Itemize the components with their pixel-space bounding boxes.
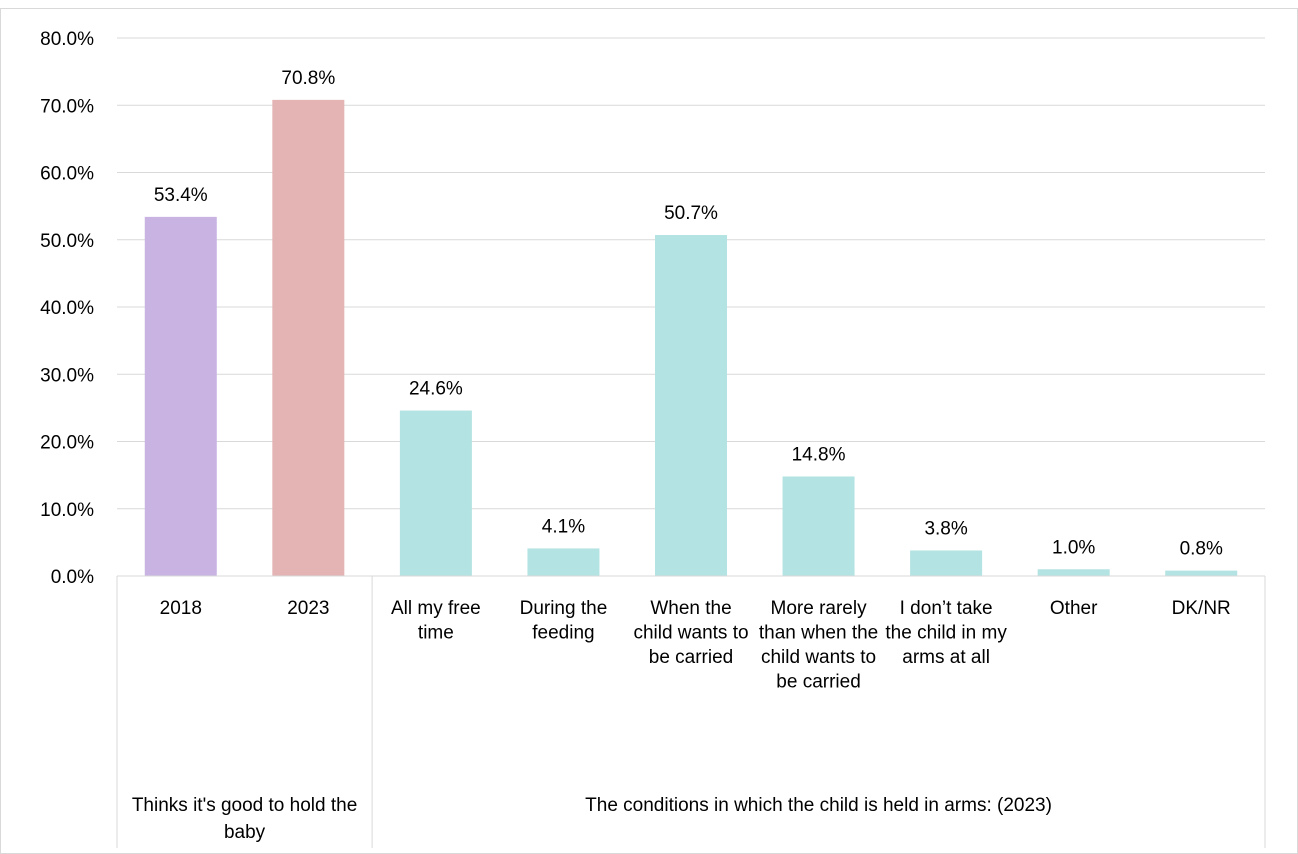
data-label: 1.0% — [1052, 537, 1095, 558]
y-tick-label: 60.0% — [40, 164, 94, 185]
category-label: All my free time — [391, 598, 481, 644]
category-label: 2023 — [287, 598, 329, 619]
y-tick-label: 0.0% — [51, 567, 94, 588]
bar — [782, 476, 855, 576]
data-label: 0.8% — [1180, 539, 1223, 560]
y-tick-label: 40.0% — [40, 298, 94, 319]
data-label: 70.8% — [281, 68, 335, 89]
bar — [1165, 570, 1238, 576]
data-label: 4.1% — [542, 516, 585, 537]
bar — [655, 235, 727, 577]
data-label: 53.4% — [154, 185, 208, 206]
bars — [144, 99, 1238, 577]
bar — [144, 216, 217, 576]
y-tick-label: 30.0% — [40, 365, 94, 386]
bar — [1037, 569, 1110, 576]
category-labels: 2018 2023 All my free time During the feeding… — [160, 598, 1231, 693]
data-label: 50.7% — [664, 203, 718, 224]
bar — [910, 550, 983, 576]
category-label: During the feeding — [520, 598, 608, 644]
y-tick-label: 80.0% — [40, 29, 94, 50]
bar — [527, 548, 600, 576]
group-label: The conditions in which the child is hel… — [585, 795, 1052, 816]
y-tick-label: 20.0% — [40, 433, 94, 454]
group-labels: Thinks it's good to hold the baby The cond… — [132, 795, 1052, 843]
bar — [399, 410, 472, 576]
category-label: More rarely than when the child wants to be… — [759, 598, 878, 693]
y-tick-label: 50.0% — [40, 231, 94, 252]
category-label: I don’t take the child in my arms at all — [885, 598, 1007, 668]
x-axis — [116, 575, 1266, 848]
data-label: 14.8% — [792, 444, 846, 465]
y-axis-tick-labels: 0.0% 10.0% 20.0% 30.0% 40.0% 50.0% 60.0% 70.0% 8… — [40, 29, 94, 588]
category-label: Other — [1050, 598, 1098, 619]
y-tick-label: 10.0% — [40, 500, 94, 521]
y-tick-label: 70.0% — [40, 96, 94, 117]
bar — [272, 99, 345, 577]
category-label: DK/NR — [1172, 598, 1231, 619]
group-label: Thinks it's good to hold the baby — [132, 795, 357, 843]
category-label: 2018 — [160, 598, 202, 619]
data-label: 3.8% — [924, 518, 967, 539]
category-label: When the child wants to be carried — [633, 598, 748, 668]
data-label: 24.6% — [409, 379, 463, 400]
data-labels: 53.4% 70.8% 24.6% 4.1% 50.7% 14.8% 3.8% 1.0% 0.8… — [154, 68, 1223, 560]
